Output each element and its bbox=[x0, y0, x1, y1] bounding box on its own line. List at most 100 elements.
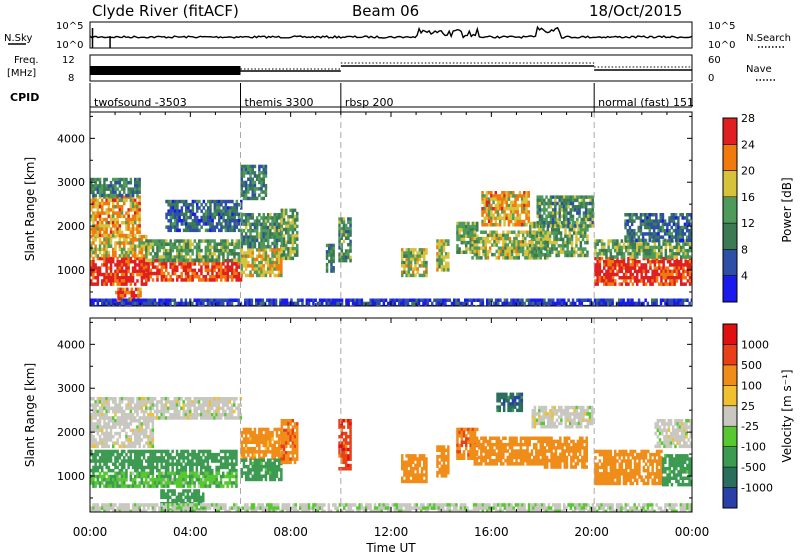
heatmap-cell bbox=[258, 194, 261, 198]
heatmap-cell bbox=[566, 254, 569, 258]
heatmap-cell bbox=[490, 197, 493, 201]
heatmap-cell bbox=[618, 270, 621, 274]
heatmap-cell bbox=[484, 207, 487, 211]
heatmap-cell bbox=[229, 463, 232, 467]
heatmap-cell bbox=[456, 225, 459, 229]
heatmap-cell bbox=[220, 252, 223, 256]
heatmap-cell bbox=[361, 305, 364, 309]
heatmap-cell bbox=[666, 226, 669, 230]
heatmap-cell bbox=[267, 226, 270, 230]
heatmap-cell bbox=[271, 242, 274, 246]
heatmap-cell bbox=[121, 184, 124, 188]
heatmap-cell bbox=[528, 299, 531, 303]
heatmap-cell bbox=[134, 205, 137, 209]
heatmap-cell bbox=[554, 208, 557, 212]
heatmap-cell bbox=[510, 204, 513, 208]
heatmap-cell bbox=[245, 232, 248, 236]
heatmap-cell bbox=[285, 257, 288, 261]
heatmap-cell bbox=[491, 231, 494, 235]
heatmap-cell bbox=[202, 466, 205, 470]
heatmap-cell bbox=[185, 216, 188, 220]
heatmap-cell bbox=[94, 475, 97, 479]
freq-block-twofsound bbox=[90, 66, 241, 75]
heatmap-cell bbox=[103, 463, 106, 467]
heatmap-cell bbox=[443, 246, 446, 250]
heatmap-cell bbox=[216, 262, 219, 266]
heatmap-cell bbox=[509, 256, 512, 260]
heatmap-cell bbox=[103, 299, 106, 303]
heatmap-cell bbox=[548, 205, 551, 209]
heatmap-cell bbox=[538, 238, 541, 242]
heatmap-cell bbox=[167, 252, 170, 256]
heatmap-cell bbox=[601, 252, 604, 256]
heatmap-cell bbox=[533, 222, 536, 226]
heatmap-cell bbox=[558, 244, 561, 248]
heatmap-cell bbox=[220, 265, 223, 269]
heatmap-cell bbox=[169, 239, 172, 243]
heatmap-cell bbox=[539, 199, 542, 203]
heatmap-cell bbox=[256, 174, 259, 178]
heatmap-cell bbox=[130, 463, 133, 467]
heatmap-cell bbox=[116, 241, 119, 245]
heatmap-cell bbox=[167, 209, 170, 213]
heatmap-cell bbox=[198, 252, 201, 256]
heatmap-cell bbox=[233, 243, 236, 247]
heatmap-cell bbox=[161, 265, 164, 269]
heatmap-cell bbox=[660, 216, 663, 220]
heatmap-cell bbox=[519, 302, 522, 306]
heatmap-cell bbox=[231, 259, 234, 263]
heatmap-cell bbox=[645, 255, 648, 258]
heatmap-cell bbox=[529, 235, 532, 239]
heatmap-cell bbox=[515, 250, 518, 254]
heatmap-cell bbox=[99, 459, 102, 463]
heatmap-cell bbox=[408, 251, 411, 255]
heatmap-cell bbox=[145, 246, 148, 250]
heatmap-cell bbox=[474, 253, 477, 257]
heatmap-cell bbox=[573, 254, 576, 258]
heatmap-cell bbox=[424, 299, 427, 303]
heatmap-cell bbox=[405, 251, 408, 255]
heatmap-cell bbox=[114, 245, 117, 249]
heatmap-cell bbox=[220, 239, 223, 243]
heatmap-cell bbox=[676, 255, 679, 258]
heatmap-cell bbox=[105, 279, 108, 283]
heatmap-cell bbox=[156, 466, 159, 470]
heatmap-cell bbox=[127, 215, 129, 219]
heatmap-cell bbox=[647, 276, 650, 280]
heatmap-cell bbox=[127, 254, 129, 258]
heatmap-cell bbox=[414, 255, 417, 259]
heatmap-cell bbox=[645, 252, 648, 256]
heatmap-cell bbox=[124, 294, 127, 298]
heatmap-cell bbox=[614, 273, 617, 277]
heatmap-cell bbox=[136, 238, 139, 242]
heatmap-cell bbox=[501, 194, 504, 198]
heatmap-cell bbox=[243, 168, 246, 172]
heatmap-cell bbox=[116, 218, 119, 222]
heatmap-cell bbox=[198, 259, 201, 263]
heatmap-cell bbox=[101, 205, 104, 209]
heatmap-cell bbox=[143, 466, 146, 470]
heatmap-cell bbox=[266, 299, 269, 303]
heatmap-cell bbox=[509, 237, 512, 241]
heatmap-cell bbox=[114, 218, 117, 222]
heatmap-cell bbox=[292, 209, 295, 213]
heatmap-cell bbox=[686, 305, 689, 309]
heatmap-cell bbox=[97, 205, 100, 209]
heatmap-cell bbox=[183, 255, 186, 258]
heatmap-cell bbox=[634, 279, 637, 283]
heatmap-cell bbox=[97, 270, 100, 274]
heatmap-cell bbox=[222, 272, 225, 276]
heatmap-cell bbox=[130, 202, 133, 206]
heatmap-cell bbox=[673, 223, 676, 227]
heatmap-cell bbox=[625, 246, 628, 250]
heatmap-cell bbox=[349, 246, 352, 250]
heatmap-cell bbox=[152, 450, 155, 454]
heatmap-cell bbox=[616, 273, 619, 277]
heatmap-cell bbox=[655, 216, 658, 220]
heatmap-cell bbox=[200, 463, 203, 467]
heatmap-cell bbox=[243, 181, 246, 185]
heatmap-cell bbox=[537, 202, 540, 206]
heatmap-cell bbox=[165, 255, 168, 258]
heatmap-cell bbox=[638, 279, 641, 283]
heatmap-cell bbox=[196, 302, 199, 306]
